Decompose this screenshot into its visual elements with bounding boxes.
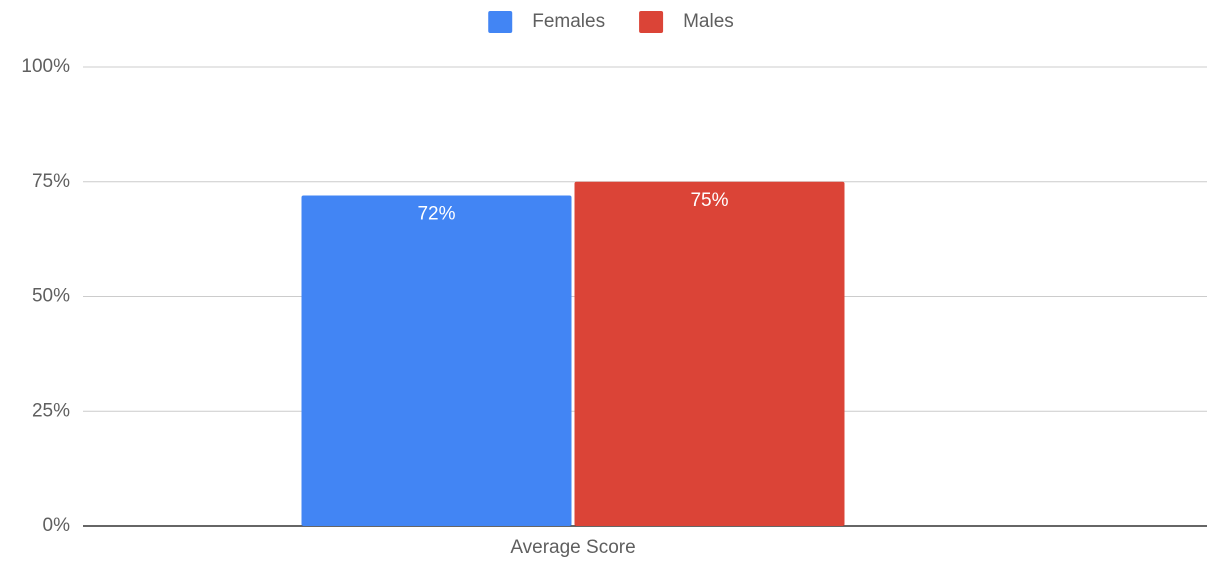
bar: [301, 195, 572, 526]
y-tick-label: 75%: [32, 171, 70, 192]
legend-swatch: [639, 11, 664, 33]
legend-label: Females: [532, 11, 605, 32]
y-tick-label: 50%: [32, 286, 70, 307]
x-tick-label: Average Score: [510, 537, 635, 558]
bar: [574, 181, 845, 526]
legend-swatch: [488, 11, 513, 33]
legend-label: Males: [683, 11, 734, 32]
y-tick-label: 25%: [32, 400, 70, 421]
y-tick-label: 100%: [21, 56, 70, 77]
y-tick-label: 0%: [43, 515, 71, 536]
value-label: 72%: [417, 204, 455, 225]
value-label: 75%: [690, 190, 728, 211]
